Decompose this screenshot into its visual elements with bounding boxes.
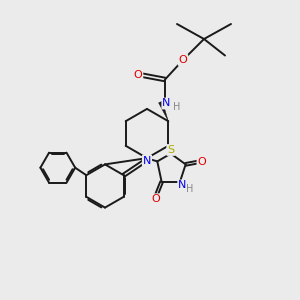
Text: N: N (178, 180, 187, 190)
Text: N: N (143, 155, 151, 166)
Text: O: O (134, 70, 142, 80)
Text: S: S (167, 145, 174, 155)
Polygon shape (159, 101, 168, 121)
Text: H: H (186, 184, 193, 194)
Text: N: N (162, 98, 171, 109)
Text: H: H (173, 101, 180, 112)
Text: O: O (197, 157, 206, 167)
Text: O: O (151, 194, 160, 204)
Text: O: O (178, 55, 188, 65)
